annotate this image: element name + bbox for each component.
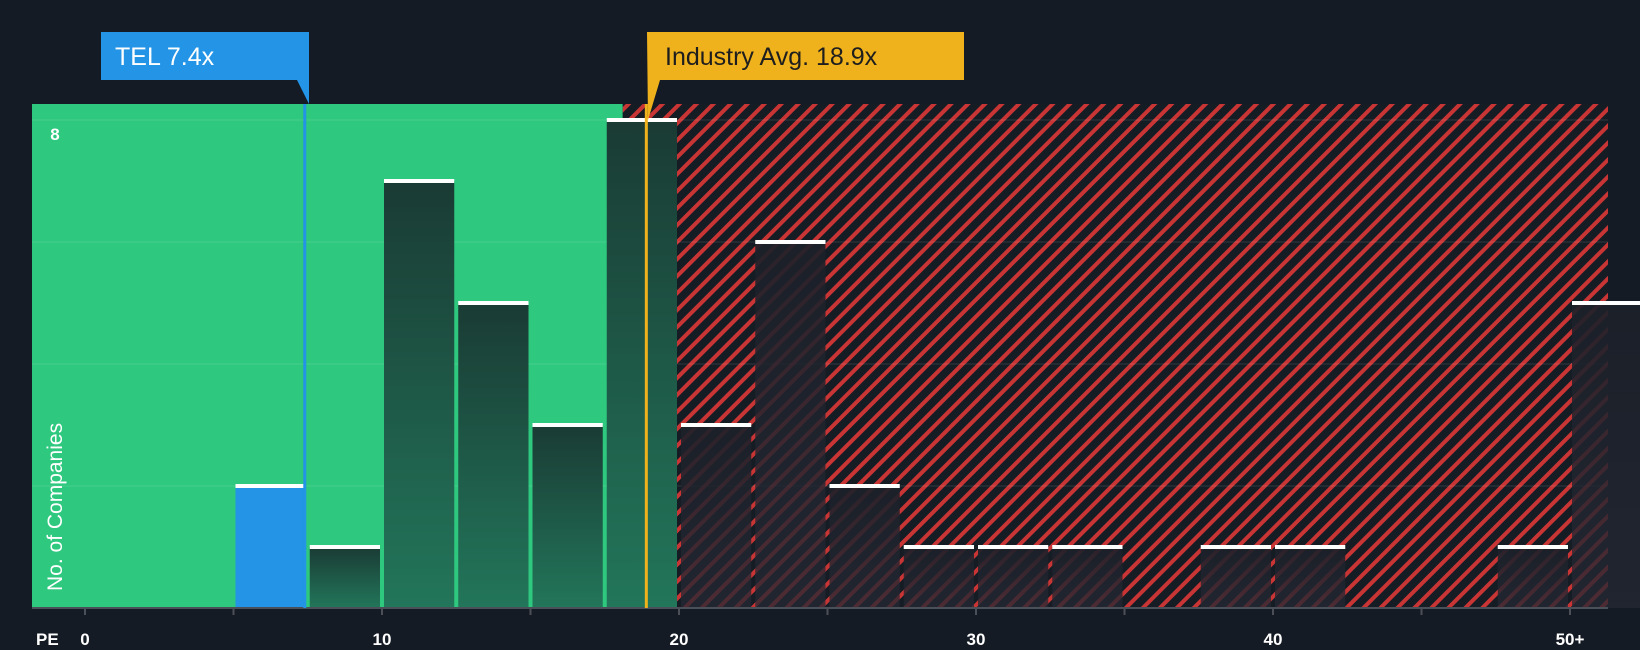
histogram-bar: [829, 486, 900, 608]
bar-cap: [1275, 545, 1346, 549]
histogram-bar: [1275, 547, 1346, 608]
histogram-bar: [606, 120, 677, 608]
y-axis-label: No. of Companies: [44, 423, 67, 591]
x-tick-label: 10: [373, 630, 392, 649]
tel-callout-label: TEL 7.4x: [115, 43, 215, 71]
x-tick-label: 0: [80, 630, 89, 649]
bar-cap: [681, 423, 752, 427]
histogram-bar: [1497, 547, 1568, 608]
bar-cap: [532, 423, 603, 427]
bar-cap: [1052, 545, 1123, 549]
x-tick-label: 30: [967, 630, 986, 649]
histogram-bar: [384, 181, 455, 608]
histogram-bar: [903, 547, 974, 608]
bar-cap: [458, 301, 529, 305]
industry-callout: [647, 32, 964, 120]
bar-cap: [1200, 545, 1271, 549]
histogram-bar: [1200, 547, 1271, 608]
bar-cap: [606, 118, 677, 122]
bar-cap: [829, 484, 900, 488]
x-tick-label: 40: [1264, 630, 1283, 649]
histogram-bar: [681, 425, 752, 608]
histogram-bar: [1052, 547, 1123, 608]
bar-cap: [384, 179, 455, 183]
bar-cap: [903, 545, 974, 549]
bar-cap: [978, 545, 1049, 549]
markers: TEL 7.4x Industry Avg. 18.9x: [101, 32, 964, 608]
x-tick-label: 50+: [1556, 630, 1585, 649]
histogram-bar: [532, 425, 603, 608]
bars: [235, 118, 1640, 608]
histogram-bar: [458, 303, 529, 608]
bar-cap: [755, 240, 826, 244]
x-axis-label: PE: [36, 630, 59, 649]
bar-cap: [309, 545, 380, 549]
industry-callout-label: Industry Avg. 18.9x: [665, 43, 878, 71]
histogram-bar: [309, 547, 380, 608]
tel-bar: [235, 486, 306, 608]
bar-cap: [1572, 301, 1640, 305]
bar-cap: [1497, 545, 1568, 549]
histogram-bar: [1572, 303, 1640, 608]
y-tick-label: 8: [50, 125, 59, 144]
tel-callout: [101, 32, 309, 104]
x-tick-label: 20: [670, 630, 689, 649]
histogram-bar: [755, 242, 826, 608]
x-axis: 0 10 20 30 40 50+ PE: [32, 607, 1608, 649]
bar-cap: [235, 484, 306, 488]
histogram-bar: [978, 547, 1049, 608]
